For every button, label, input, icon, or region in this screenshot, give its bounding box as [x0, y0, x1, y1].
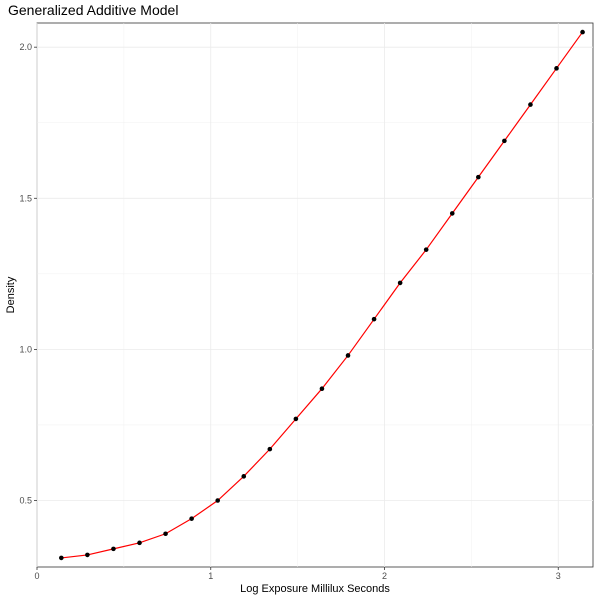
data-point — [476, 174, 481, 180]
data-point — [397, 280, 403, 286]
chart-title: Generalized Additive Model — [8, 2, 179, 18]
data-point — [241, 474, 247, 479]
data-point — [423, 247, 429, 252]
y-axis-label: Density — [5, 276, 17, 313]
grid-minor — [37, 23, 593, 567]
x-tick-label: 0 — [34, 571, 39, 581]
y-tick-label: 1.0 — [19, 344, 32, 354]
series-layer — [59, 29, 585, 561]
grid-major — [36, 23, 593, 567]
x-tick-label: 2 — [382, 571, 387, 581]
data-point — [163, 531, 168, 537]
data-point — [345, 353, 351, 358]
y-axis: 0.5 1.0 1.5 2.0 — [19, 42, 37, 506]
data-point — [215, 498, 220, 503]
y-tick-label: 0.5 — [19, 496, 32, 506]
x-tick-label: 1 — [208, 571, 213, 581]
data-point — [319, 386, 325, 391]
x-axis: 0 1 2 3 — [34, 567, 561, 581]
plot-panel — [36, 22, 594, 568]
data-point — [580, 29, 585, 35]
x-tick-label: 3 — [556, 571, 561, 581]
data-point — [554, 66, 559, 71]
data-point — [267, 446, 273, 452]
x-axis-label: Log Exposure Millilux Seconds — [240, 583, 390, 595]
y-tick-label: 2.0 — [19, 42, 32, 52]
data-point — [111, 546, 116, 552]
data-point — [371, 316, 377, 322]
data-point — [85, 552, 90, 558]
data-point — [293, 416, 299, 422]
data-point — [137, 540, 142, 546]
data-point — [189, 516, 194, 521]
data-point — [449, 211, 455, 216]
data-point — [528, 102, 533, 107]
data-point — [59, 555, 64, 561]
y-tick-label: 1.5 — [19, 193, 32, 203]
data-point — [502, 138, 507, 144]
